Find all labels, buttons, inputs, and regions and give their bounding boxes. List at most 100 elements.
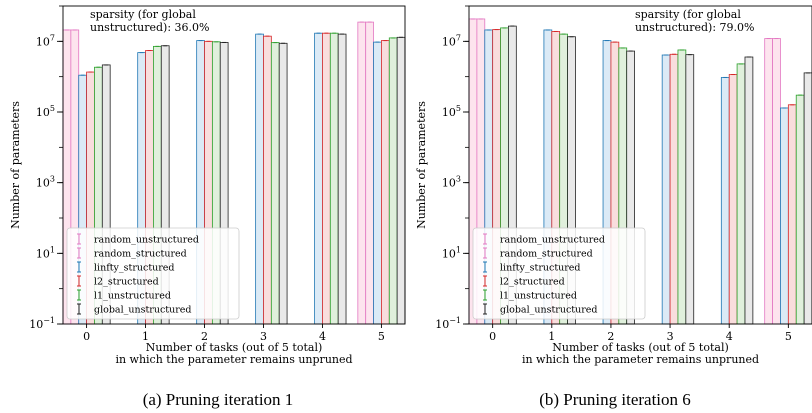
y-tick-exponent: 7 (50, 33, 55, 42)
x-axis: 0 1 2 3 4 5 (489, 324, 792, 343)
y-tick-base: 10 (442, 247, 456, 260)
bar-l1_unstructured-3 (270, 42, 280, 325)
bar-global_unstructured-5 (803, 72, 812, 325)
bar-random_unstructured-5 (357, 21, 367, 325)
bar-l1_unstructured-3 (677, 49, 687, 325)
bar-l2_structured-3 (263, 35, 272, 325)
y-tick-base: 10 (442, 177, 456, 190)
y-tick-exponent: 7 (456, 33, 461, 42)
y-tick-label: 105 (442, 104, 461, 119)
y-tick-base: 10 (442, 106, 456, 119)
axes-frame (468, 5, 812, 325)
x-axis-label-line-1: Number of tasks (out of 5 total) (146, 341, 323, 354)
bar-l1_unstructured-5 (388, 37, 398, 325)
bar-random_unstructured-5 (764, 38, 773, 325)
x-tick-label: 5 (378, 330, 385, 343)
bar-l2_structured-4 (322, 32, 331, 325)
y-tick-exponent: 1 (50, 245, 55, 254)
y-tick-base: 10 (36, 247, 50, 260)
legend-label-l2_structured: l2_structured (94, 277, 159, 288)
y-axis-label: Number of parameters (9, 101, 22, 229)
bar-global_unstructured-3 (685, 54, 695, 325)
x-tick-label: 1 (142, 330, 149, 343)
bar-l1_unstructured-4 (329, 32, 339, 325)
x-tick-label: 2 (201, 330, 208, 343)
bar-random_structured-5 (365, 21, 374, 325)
bar-l2_structured-5 (787, 104, 797, 325)
y-tick-label: 107 (442, 33, 461, 48)
legend-label-linfty_structured: linfty_structured (94, 263, 175, 274)
y-tick-label: 103 (36, 175, 55, 190)
x-tick-label: 3 (260, 330, 267, 343)
x-tick-label: 1 (548, 330, 555, 343)
bar-global_unstructured-4 (337, 33, 347, 325)
y-tick-label: 103 (442, 175, 461, 190)
x-tick-label: 0 (83, 330, 90, 343)
bar-l2_structured-3 (669, 53, 679, 325)
legend-label-linfty_structured: linfty_structured (500, 263, 581, 274)
bar-l1_unstructured-4 (736, 63, 746, 325)
legend-box (472, 227, 646, 320)
y-tick-exponent: 3 (50, 175, 55, 184)
panel-caption: (b) Pruning iteration 6 (539, 390, 691, 409)
legend-label-random_structured: random_structured (500, 249, 593, 260)
y-tick-base: 10 (442, 35, 456, 48)
bar-linfty_structured-3 (661, 54, 671, 325)
y-tick-label: 105 (36, 104, 55, 119)
y-tick-base: 10 (36, 106, 50, 119)
x-tick-label: 4 (726, 330, 733, 343)
sparsity-annotation-line-2: unstructured): 79.0% (635, 21, 755, 34)
bar-linfty_structured-4 (720, 77, 730, 325)
y-tick-label: 107 (36, 33, 55, 48)
sparsity-annotation-line-1: sparsity (for global (635, 8, 741, 21)
y-tick-exponent: 1 (456, 245, 461, 254)
sparsity-annotation-line-2: unstructured): 36.0% (90, 21, 210, 34)
y-tick-label: 101 (442, 245, 461, 260)
legend-label-global_unstructured: global_unstructured (94, 305, 191, 316)
axes-frame (62, 5, 406, 325)
x-axis-label-line-2: in which the parameter remains unpruned (115, 353, 352, 366)
y-tick-base: 10 (435, 318, 449, 331)
bar-l2_structured-5 (381, 40, 390, 325)
x-tick-label: 3 (667, 330, 674, 343)
x-tick-label: 2 (607, 330, 614, 343)
legend: random_unstructured random_structuredlinf… (472, 227, 646, 320)
legend-label-l1_unstructured: l1_unstructured (500, 291, 577, 302)
legend-label-random_unstructured: random_unstructured (500, 235, 605, 246)
y-tick-exponent: 3 (456, 175, 461, 184)
legend: random_unstructured random_structuredlinf… (66, 227, 240, 320)
x-tick-label: 4 (319, 330, 326, 343)
bar-random_structured-5 (772, 38, 781, 325)
bar-global_unstructured-3 (278, 42, 288, 325)
legend-label-l2_structured: l2_structured (500, 277, 565, 288)
y-tick-label: 10−1 (29, 316, 55, 331)
panel-caption: (a) Pruning iteration 1 (143, 390, 294, 409)
x-axis: 0 1 2 3 4 5 (83, 324, 385, 343)
legend-label-l1_unstructured: l1_unstructured (94, 291, 171, 302)
y-tick-exponent: 5 (456, 104, 461, 113)
y-axis-label: Number of parameters (415, 101, 428, 229)
x-tick-label: 5 (785, 330, 792, 343)
bar-linfty_structured-5 (780, 107, 789, 325)
y-tick-base: 10 (29, 318, 43, 331)
y-tick-exponent: 5 (50, 104, 55, 113)
bar-l1_unstructured-5 (795, 94, 805, 325)
y-tick-label: 10−1 (435, 316, 461, 331)
y-tick-base: 10 (36, 35, 50, 48)
bar-linfty_structured-5 (373, 41, 382, 325)
legend-label-random_structured: random_structured (94, 249, 187, 260)
y-tick-exponent: −1 (449, 316, 461, 325)
legend-label-random_unstructured: random_unstructured (94, 235, 199, 246)
legend-label-global_unstructured: global_unstructured (500, 305, 597, 316)
bar-global_unstructured-5 (396, 36, 406, 325)
y-tick-exponent: −1 (43, 316, 55, 325)
x-axis-label-line-2: in which the parameter remains unpruned (522, 353, 759, 366)
x-tick-label: 0 (489, 330, 496, 343)
x-axis-label-line-1: Number of tasks (out of 5 total) (552, 341, 729, 354)
bar-linfty_structured-4 (314, 32, 323, 325)
